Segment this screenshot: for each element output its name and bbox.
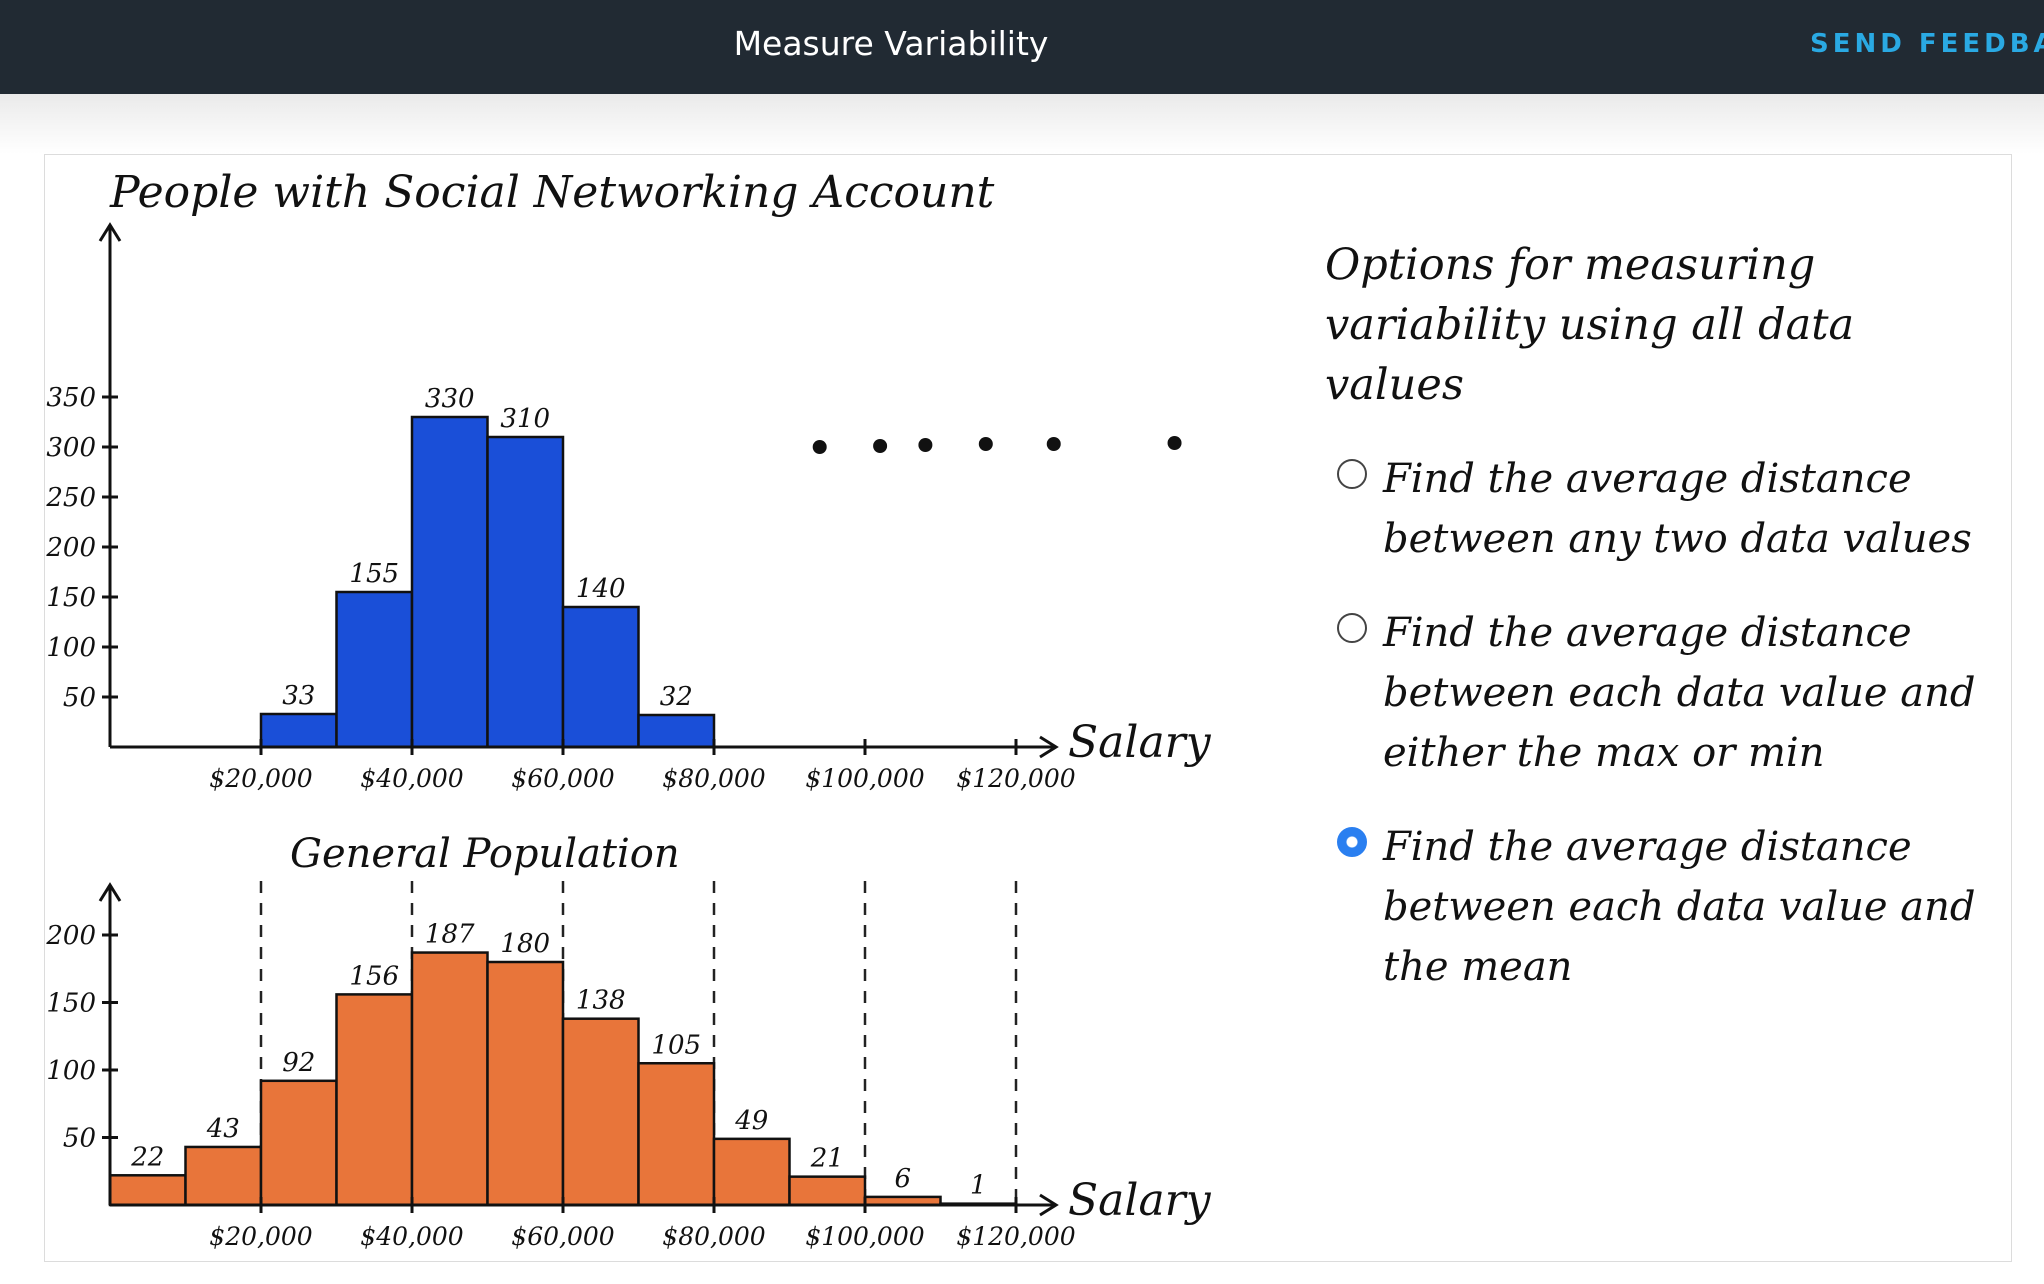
bar-value-label: 140 xyxy=(576,574,626,604)
x-axis-arrow-icon xyxy=(1039,735,1059,759)
option-label: Find the average distance between each d… xyxy=(1383,824,1976,990)
y-tick-label: 50 xyxy=(63,1124,96,1154)
x-axis-label: Salary xyxy=(1068,717,1212,768)
option-label: Find the average distance between any tw… xyxy=(1383,456,1972,562)
bar-value-label: 92 xyxy=(282,1048,315,1078)
option-distance-mean[interactable]: Find the average distance between each d… xyxy=(1325,817,2005,997)
radio-icon[interactable] xyxy=(1337,827,1367,857)
x-tick-label: $40,000 xyxy=(360,1222,463,1251)
x-tick-label: $20,000 xyxy=(209,764,312,793)
top-bar: Measure Variability SEND FEEDBACK xyxy=(0,0,2044,94)
y-tick-label: 100 xyxy=(46,1056,96,1086)
histogram-bar xyxy=(561,1017,640,1207)
bar-value-label: 105 xyxy=(651,1030,701,1060)
chart-title: General Population xyxy=(290,831,680,877)
bar-value-label: 155 xyxy=(349,559,399,589)
y-tick-label: 200 xyxy=(45,921,96,951)
histogram-bar xyxy=(561,605,640,749)
y-tick-label: 350 xyxy=(46,383,96,413)
x-tick-label: $20,000 xyxy=(209,1222,312,1251)
data-dot xyxy=(812,440,827,454)
bar-value-label: 1 xyxy=(970,1171,987,1201)
bar-value-label: 156 xyxy=(349,961,399,991)
quiz-heading: Options for measuring variability using … xyxy=(1325,240,1855,410)
y-tick-label: 200 xyxy=(45,533,96,563)
radio-icon[interactable] xyxy=(1337,459,1367,489)
bar-value-label: 21 xyxy=(810,1144,844,1174)
histogram-bar xyxy=(108,1174,187,1207)
histogram-bar xyxy=(788,1175,867,1207)
bar-value-label: 32 xyxy=(660,682,693,712)
histogram-bar xyxy=(486,960,565,1207)
y-tick-label: 300 xyxy=(46,433,96,463)
y-tick-label: 150 xyxy=(46,989,96,1019)
bar-value-label: 310 xyxy=(500,404,550,434)
histogram-bar xyxy=(712,1137,791,1207)
histogram-bar xyxy=(410,415,489,749)
x-tick-label: $60,000 xyxy=(511,1222,614,1251)
y-axis-arrow-icon xyxy=(98,882,122,902)
data-dot xyxy=(1046,437,1061,451)
radio-icon[interactable] xyxy=(1337,613,1367,643)
histogram-bar xyxy=(259,712,338,749)
x-tick-label: $120,000 xyxy=(956,764,1075,793)
histogram-figure: People with Social Networking Account 33 1… xyxy=(45,167,1212,1251)
x-tick-label: $80,000 xyxy=(662,1222,765,1251)
bar-value-label: 6 xyxy=(894,1164,911,1194)
bar-value-label: 43 xyxy=(206,1114,240,1144)
histogram-bar xyxy=(486,435,565,749)
bar-value-label: 22 xyxy=(130,1142,164,1172)
bar-value-label: 330 xyxy=(425,384,475,414)
data-dot xyxy=(978,437,993,451)
x-tick-label: $40,000 xyxy=(360,764,463,793)
y-tick-label: 50 xyxy=(63,683,96,713)
chart-title: People with Social Networking Account xyxy=(109,167,995,218)
histogram-bar xyxy=(184,1145,263,1207)
x-tick-label: $100,000 xyxy=(805,1222,924,1251)
y-tick-label: 150 xyxy=(46,583,96,613)
histogram-bar xyxy=(637,713,716,749)
y-tick-label: 250 xyxy=(45,483,96,513)
histogram-bar xyxy=(410,951,489,1207)
data-dot xyxy=(918,438,933,452)
option-average-distance-pairs[interactable]: Find the average distance between any tw… xyxy=(1325,449,2005,569)
bar-value-label: 138 xyxy=(576,986,626,1016)
header-shadow xyxy=(0,94,2044,154)
y-axis-arrow-icon xyxy=(98,222,122,242)
x-tick-label: $60,000 xyxy=(511,764,614,793)
x-tick-label: $80,000 xyxy=(662,764,765,793)
histogram-bar xyxy=(259,1079,338,1207)
option-label: Find the average distance between each d… xyxy=(1383,610,1976,776)
option-distance-max-min[interactable]: Find the average distance between each d… xyxy=(1325,603,2005,783)
data-dot xyxy=(1167,436,1182,450)
histogram-bar xyxy=(335,590,414,749)
x-tick-label: $100,000 xyxy=(805,764,924,793)
bar-value-label: 33 xyxy=(282,681,315,711)
x-axis-arrow-icon xyxy=(1039,1193,1059,1217)
bar-value-label: 187 xyxy=(425,920,475,950)
histogram-bar xyxy=(335,993,414,1207)
x-tick-label: $120,000 xyxy=(956,1222,1075,1251)
lesson-frame: People with Social Networking Account 33 1… xyxy=(44,154,2012,1262)
quiz-panel: Options for measuring variability using … xyxy=(1325,235,2005,997)
bar-value-label: 180 xyxy=(500,929,550,959)
send-feedback-link[interactable]: SEND FEEDBACK xyxy=(1810,29,2044,59)
data-dot xyxy=(873,439,888,453)
y-tick-label: 100 xyxy=(46,633,96,663)
histogram-bar xyxy=(637,1062,716,1207)
page-title: Measure Variability xyxy=(733,24,1049,63)
bar-value-label: 49 xyxy=(734,1106,768,1136)
x-axis-label: Salary xyxy=(1068,1175,1212,1226)
